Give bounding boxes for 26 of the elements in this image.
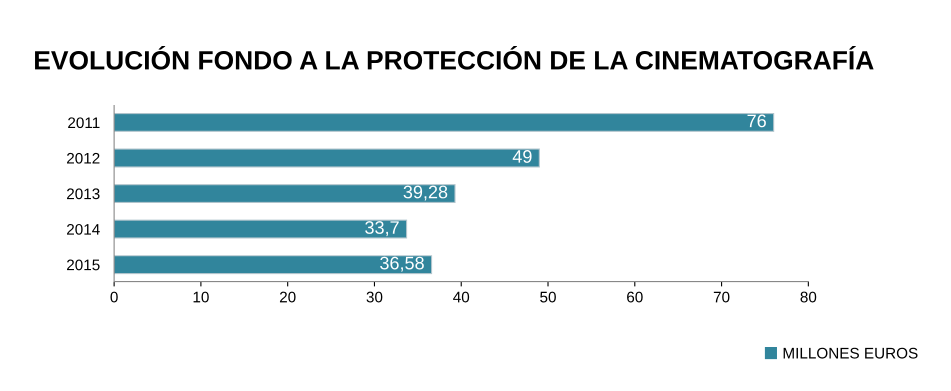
x-tick-label: 40 xyxy=(453,292,470,302)
y-tick-label: 2011 xyxy=(68,117,100,128)
bar xyxy=(114,220,408,239)
data-label: 49 xyxy=(512,150,532,163)
data-label: 33,7 xyxy=(365,221,399,236)
y-tick-label: 2015 xyxy=(67,260,100,270)
bar xyxy=(114,184,456,203)
data-label: 39,28 xyxy=(404,186,448,201)
chart-title: EVOLUCIÓN FONDO A LA PROTECCIÓN DE LA CINEMATOGRAFÍA xyxy=(35,46,874,70)
bar xyxy=(114,113,774,132)
x-tick-label: 50 xyxy=(540,292,556,302)
x-tick-label: 70 xyxy=(714,292,730,302)
x-tick-label: 0 xyxy=(110,292,118,302)
x-tick-label: 80 xyxy=(800,292,816,302)
bar xyxy=(114,148,540,168)
x-tick-label: 10 xyxy=(194,292,209,302)
data-label: 76 xyxy=(748,114,766,128)
x-tick-label: 60 xyxy=(627,292,643,302)
legend-label: MILLONES EUROS xyxy=(784,348,918,359)
x-tick-label: 20 xyxy=(280,292,296,302)
y-tick-label: 2014 xyxy=(67,224,100,235)
y-tick-label: 2013 xyxy=(67,188,100,200)
x-tick-label: 30 xyxy=(366,292,382,302)
y-tick-label: 2012 xyxy=(67,152,100,164)
bar xyxy=(114,255,432,274)
data-label: 36,58 xyxy=(380,256,424,272)
